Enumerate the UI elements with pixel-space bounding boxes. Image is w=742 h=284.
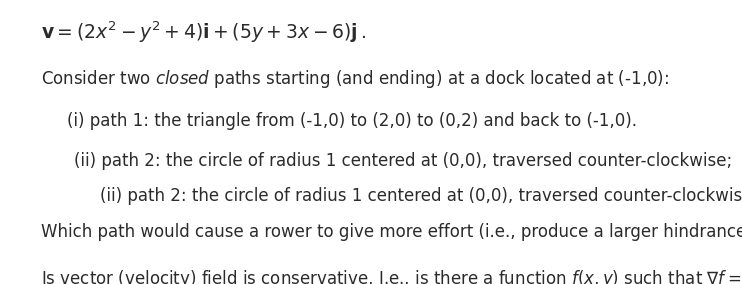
Text: Consider two $\it{closed}$ paths starting (and ending) at a dock located at (-1,: Consider two $\it{closed}$ paths startin…	[41, 68, 669, 90]
Text: (ii) path 2: the circle of radius 1 centered at (0,0), traversed counter-clockwi: (ii) path 2: the circle of radius 1 cent…	[74, 152, 732, 170]
Text: (ii) path 2: the circle of radius 1 centered at (0,0), traversed counter-clockwi: (ii) path 2: the circle of radius 1 cent…	[100, 187, 742, 205]
Text: (i) path 1: the triangle from (-1,0) to (2,0) to (0,2) and back to (-1,0).: (i) path 1: the triangle from (-1,0) to …	[67, 112, 637, 130]
Text: Is vector (velocity) field is conservative, I.e., is there a function $f(x, y)$ : Is vector (velocity) field is conservati…	[41, 268, 742, 284]
Text: $\mathbf{v} = (2x^2 - y^2 + 4)\mathbf{i} + (5y + 3x - 6)\mathbf{j}\,.$: $\mathbf{v} = (2x^2 - y^2 + 4)\mathbf{i}…	[41, 20, 366, 45]
Text: Which path would cause a rower to give more effort (i.e., produce a larger hindr: Which path would cause a rower to give m…	[41, 223, 742, 241]
